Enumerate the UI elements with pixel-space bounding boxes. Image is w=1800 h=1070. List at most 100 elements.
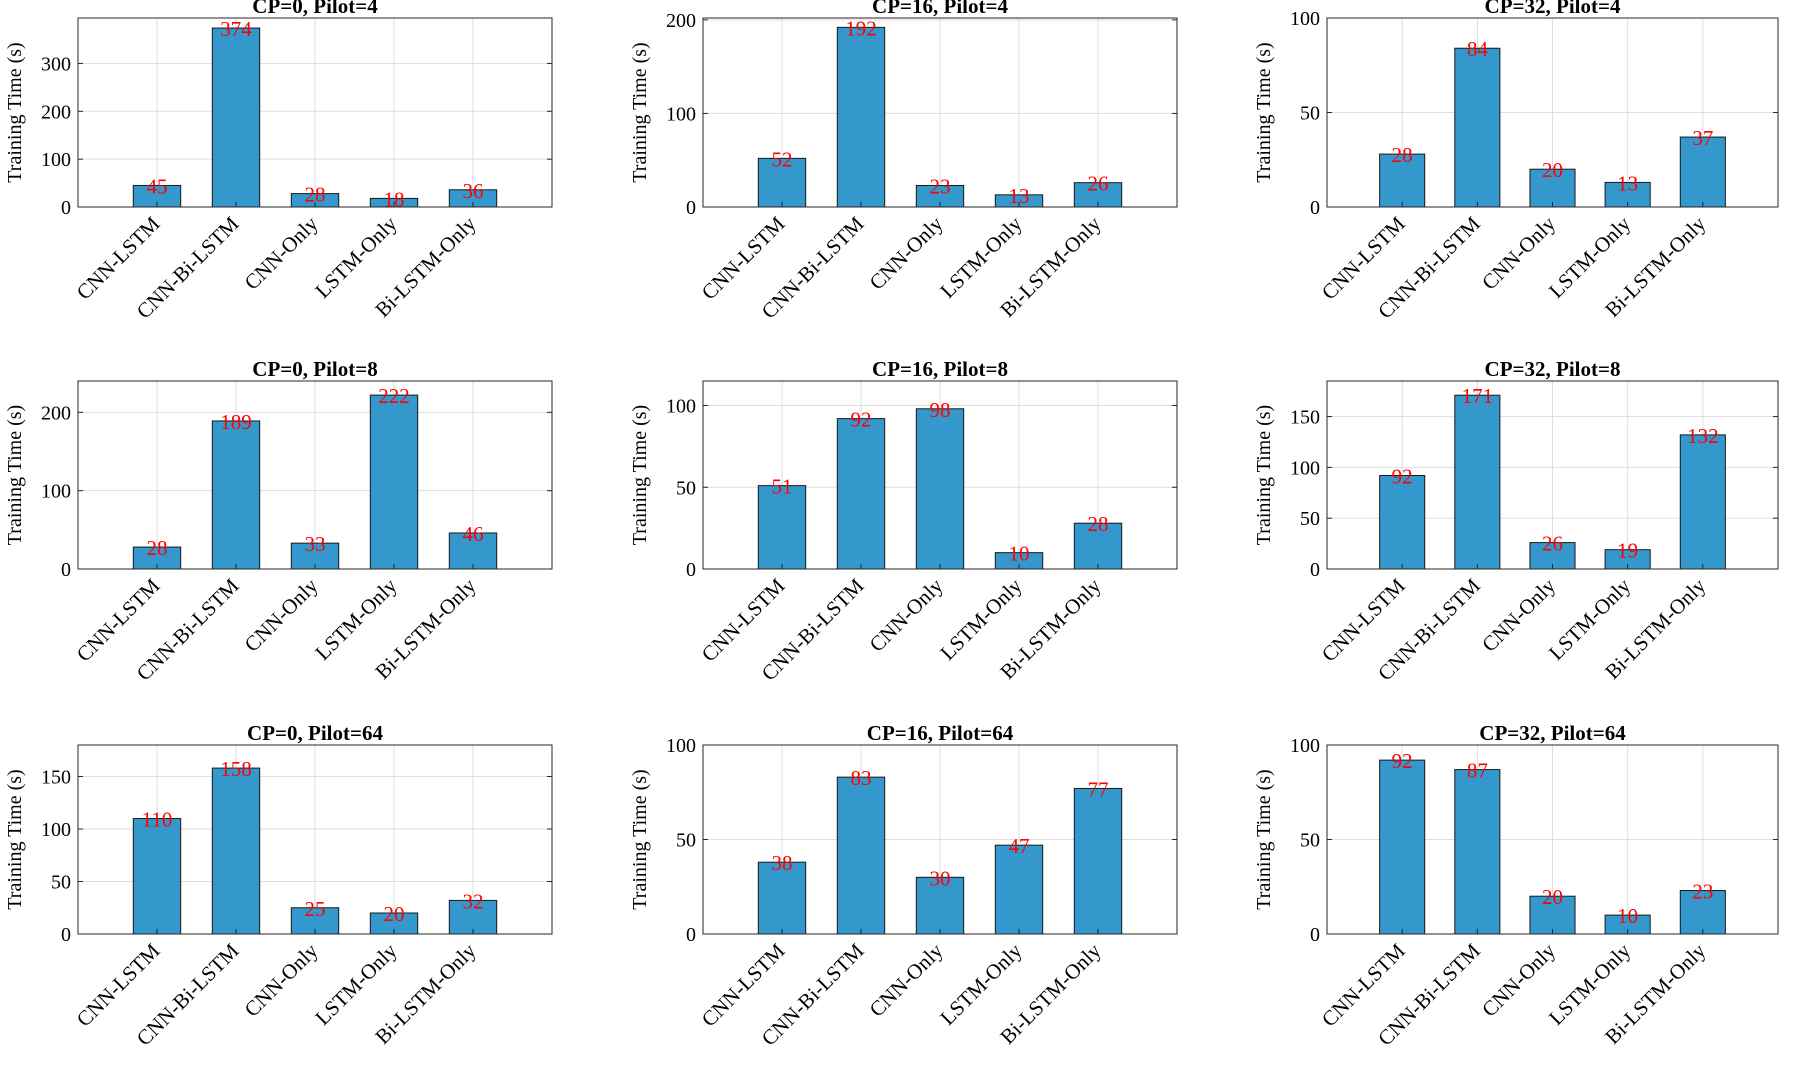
- category-label: CNN-Only: [865, 211, 948, 294]
- y-tick-label: 50: [676, 830, 696, 852]
- y-axis-label: Training Time (s): [4, 405, 26, 545]
- bar: [448, 899, 498, 935]
- value-label: 23: [930, 174, 951, 198]
- y-tick-label: 50: [1300, 508, 1320, 530]
- y-tick-label: 0: [61, 924, 71, 946]
- y-tick-label: 0: [686, 559, 696, 581]
- value-label: 171: [1462, 384, 1494, 408]
- y-tick-label: 50: [676, 477, 696, 499]
- value-label: 25: [305, 897, 326, 921]
- bar: [369, 394, 419, 570]
- value-label: 26: [1542, 532, 1563, 556]
- value-label: 192: [845, 16, 877, 40]
- subplot-title: CP=32, Pilot=64: [1479, 721, 1626, 745]
- value-label: 20: [1542, 885, 1563, 909]
- bar: [757, 157, 807, 208]
- bar: [1454, 47, 1501, 208]
- subplot-9: 92 87201023050100CNN-LSTMCNN-Bi-LSTMCNN-O…: [1253, 721, 1779, 1050]
- value-label: 28: [1392, 143, 1413, 167]
- value-label: 77: [1088, 777, 1109, 801]
- bar: [836, 776, 886, 935]
- y-tick-label: 50: [1300, 103, 1320, 125]
- y-tick-label: 0: [61, 559, 71, 581]
- value-label: 84: [1467, 37, 1489, 61]
- category-label: CNN-Only: [240, 573, 323, 656]
- subplot-title: CP=0, Pilot=8: [252, 357, 377, 381]
- y-tick-label: 150: [41, 767, 71, 789]
- value-label: 51: [772, 475, 793, 499]
- value-label: 37: [1692, 126, 1713, 150]
- value-label: 158: [220, 757, 252, 781]
- value-label: 28: [1088, 512, 1109, 536]
- y-tick-label: 100: [1290, 457, 1320, 479]
- category-label: CNN-Only: [240, 938, 323, 1021]
- bar: [757, 485, 807, 570]
- bar: [448, 532, 498, 570]
- y-tick-label: 150: [1290, 407, 1320, 429]
- y-tick-label: 100: [41, 819, 71, 841]
- value-label: 46: [463, 522, 484, 546]
- value-label: 222: [378, 384, 410, 408]
- value-label: 20: [384, 902, 405, 926]
- subplot-4: 2818933222460100200CNN-LSTMCNN-Bi-LSTMCN…: [4, 357, 553, 685]
- value-label: 13: [1617, 171, 1638, 195]
- y-tick-label: 50: [1300, 830, 1320, 852]
- bar: [836, 26, 886, 208]
- value-label: 30: [930, 866, 951, 890]
- bar: [1454, 769, 1501, 935]
- y-tick-label: 0: [61, 197, 71, 219]
- subplot-3: 2884201337050100CNN-LSTMCNN-Bi-LSTMCNN-O…: [1253, 0, 1779, 323]
- subplot-title: CP=32, Pilot=4: [1485, 0, 1621, 18]
- value-label: 189: [220, 410, 252, 434]
- value-label: 19: [1617, 539, 1638, 563]
- subplot-title: CP=0, Pilot=4: [252, 0, 378, 18]
- subplot-title: CP=32, Pilot=8: [1485, 357, 1621, 381]
- y-axis-label: Training Time (s): [4, 42, 26, 182]
- subplot-title: CP=16, Pilot=64: [867, 721, 1014, 745]
- bar: [132, 818, 182, 935]
- bar: [1073, 522, 1123, 570]
- subplot-title: CP=0, Pilot=64: [247, 721, 383, 745]
- value-label: 45: [147, 174, 168, 198]
- bar: [1379, 759, 1426, 935]
- category-label: CNN-Only: [240, 211, 323, 294]
- y-tick-label: 0: [686, 197, 696, 219]
- y-tick-label: 200: [41, 101, 71, 123]
- value-label: 28: [305, 183, 326, 207]
- y-tick-label: 0: [1310, 197, 1320, 219]
- bar: [1679, 434, 1726, 570]
- value-label: 110: [142, 808, 173, 832]
- bar: [915, 876, 965, 935]
- value-label: 98: [930, 398, 951, 422]
- y-axis-label: Training Time (s): [629, 405, 651, 545]
- bar: [915, 408, 965, 570]
- value-label: 13: [1009, 184, 1030, 208]
- value-label: 20: [1542, 158, 1563, 182]
- bar: [836, 418, 886, 570]
- y-axis-label: Training Time (s): [1253, 769, 1275, 909]
- value-label: 28: [147, 536, 168, 560]
- bar: [1679, 136, 1726, 208]
- bar: [1529, 895, 1576, 935]
- value-label: 36: [463, 179, 484, 203]
- value-label: 92: [851, 408, 872, 432]
- value-label: 87: [1467, 759, 1488, 783]
- y-axis-label: Training Time (s): [629, 769, 651, 909]
- value-label: 132: [1687, 424, 1719, 448]
- value-label: 52: [772, 147, 793, 171]
- value-label: 92: [1392, 465, 1413, 489]
- subplot-title: CP=16, Pilot=8: [872, 357, 1008, 381]
- value-label: 47: [1009, 834, 1030, 858]
- y-tick-label: 100: [666, 103, 696, 125]
- bar: [211, 27, 261, 208]
- y-tick-label: 100: [41, 149, 71, 171]
- bar: [1073, 182, 1123, 208]
- value-label: 18: [384, 187, 405, 211]
- y-tick-label: 300: [41, 53, 71, 75]
- value-label: 38: [772, 851, 793, 875]
- bar: [994, 844, 1044, 935]
- bar: [1454, 394, 1501, 570]
